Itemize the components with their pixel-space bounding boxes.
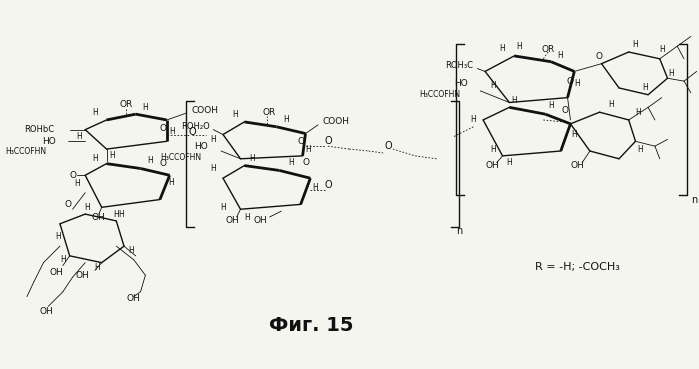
Text: H: H: [557, 51, 563, 61]
Text: OR: OR: [263, 108, 276, 117]
Text: HO: HO: [43, 137, 56, 146]
Text: O: O: [595, 52, 602, 61]
Text: OH: OH: [226, 216, 240, 225]
Text: O: O: [297, 137, 304, 146]
Text: H: H: [500, 44, 505, 53]
Text: ROHbC: ROHbC: [24, 125, 54, 134]
Text: n: n: [691, 194, 697, 204]
Text: O: O: [159, 124, 166, 133]
Text: O: O: [303, 158, 310, 167]
Text: H: H: [642, 83, 648, 92]
Text: H: H: [168, 177, 175, 187]
Text: H: H: [575, 79, 580, 87]
Text: OH: OH: [92, 213, 106, 221]
Text: H: H: [572, 130, 577, 139]
Text: H: H: [288, 158, 294, 167]
Text: H: H: [245, 213, 250, 221]
Text: H: H: [76, 132, 82, 141]
Text: H: H: [118, 210, 124, 218]
Text: H: H: [305, 145, 311, 154]
Text: R = -H; -COCH₃: R = -H; -COCH₃: [535, 262, 620, 272]
Text: H: H: [283, 115, 289, 124]
Text: H₃CCOFHN: H₃CCOFHN: [161, 153, 202, 162]
Text: H: H: [92, 108, 98, 117]
Text: H: H: [60, 255, 66, 264]
Text: H: H: [637, 145, 643, 154]
Text: H: H: [232, 110, 238, 119]
Text: OH: OH: [49, 268, 63, 277]
Text: HO: HO: [454, 79, 468, 87]
Text: H₃CCOFHN: H₃CCOFHN: [419, 90, 461, 99]
Text: O: O: [324, 180, 331, 190]
Text: H: H: [490, 145, 496, 154]
Text: OR: OR: [542, 45, 555, 54]
Text: H: H: [92, 154, 98, 163]
Text: n: n: [456, 225, 462, 235]
Text: O: O: [64, 200, 71, 209]
Text: OH: OH: [486, 161, 500, 170]
Text: HO: HO: [194, 142, 208, 151]
Text: O: O: [561, 106, 568, 115]
Text: OH: OH: [127, 294, 140, 303]
Text: H: H: [470, 115, 476, 124]
Text: H: H: [147, 156, 153, 165]
Text: OH: OH: [253, 216, 267, 225]
Text: Фиг. 15: Фиг. 15: [268, 317, 353, 335]
Text: H: H: [312, 183, 318, 192]
Text: H: H: [635, 108, 641, 117]
Text: OH: OH: [75, 271, 89, 280]
Text: H: H: [511, 96, 517, 105]
Text: O: O: [324, 136, 331, 146]
Text: H: H: [668, 69, 675, 78]
Text: OR: OR: [120, 100, 133, 109]
Text: H: H: [210, 135, 216, 144]
Text: O: O: [69, 171, 76, 180]
Text: ROH₃C: ROH₃C: [445, 61, 473, 70]
Text: H₃CCOFHN: H₃CCOFHN: [6, 146, 46, 155]
Text: H: H: [608, 100, 614, 109]
Text: O: O: [159, 159, 166, 168]
Text: H: H: [220, 203, 226, 212]
Text: H: H: [143, 103, 148, 112]
Text: OH: OH: [570, 161, 584, 170]
Text: H: H: [516, 42, 522, 51]
Text: ROH₂O: ROH₂O: [180, 122, 210, 131]
Text: O: O: [188, 127, 196, 137]
Text: H: H: [507, 158, 512, 167]
Text: H: H: [210, 164, 216, 173]
Text: COOH: COOH: [192, 106, 219, 115]
Text: O: O: [567, 77, 574, 86]
Text: H: H: [170, 127, 175, 136]
Text: O: O: [384, 141, 392, 151]
Text: OH: OH: [40, 307, 53, 315]
Text: COOH: COOH: [322, 117, 349, 127]
Text: H: H: [490, 80, 496, 90]
Text: H: H: [113, 210, 119, 218]
Text: H: H: [128, 245, 134, 255]
Text: H: H: [75, 179, 80, 187]
Text: H: H: [94, 263, 100, 272]
Text: H: H: [110, 151, 115, 161]
Text: H: H: [548, 101, 554, 110]
Text: H: H: [55, 232, 61, 241]
Text: H: H: [659, 45, 665, 54]
Text: H: H: [85, 203, 90, 212]
Text: H: H: [633, 40, 638, 49]
Text: H: H: [250, 154, 255, 163]
